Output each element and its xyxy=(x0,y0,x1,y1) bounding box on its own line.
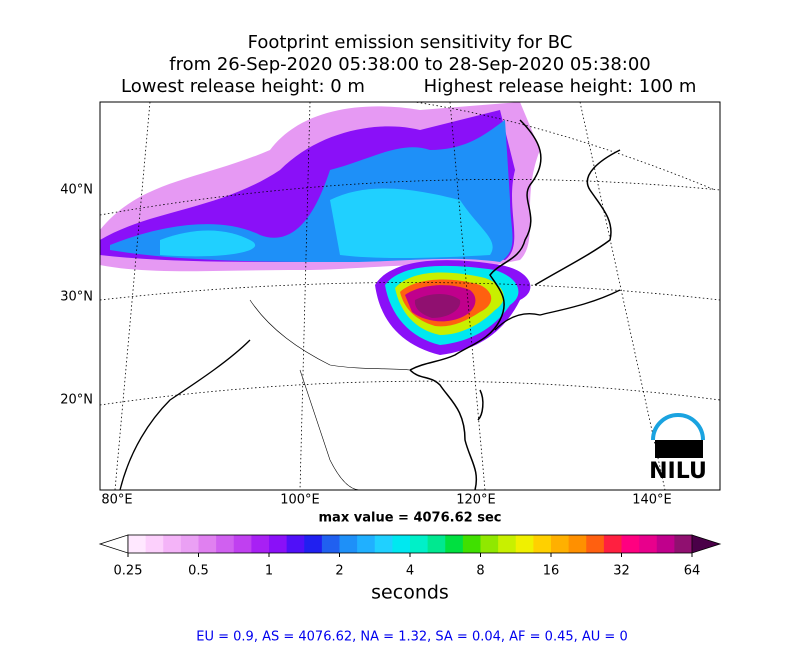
colorbar-segment xyxy=(251,535,270,553)
colorbar-segment xyxy=(216,535,235,553)
colorbar-tick-label: 64 xyxy=(684,564,701,579)
colorbar-segment xyxy=(674,535,693,553)
colorbar-segment xyxy=(586,535,605,553)
lat-label: 20°N xyxy=(60,393,93,408)
max-value: max value = 4076.62 sec xyxy=(319,511,502,526)
colorbar-segment xyxy=(128,535,147,553)
colorbar-segment xyxy=(445,535,464,553)
colorbar-segment xyxy=(656,535,675,553)
colorbar-segment xyxy=(163,535,182,553)
colorbar-segment xyxy=(339,535,358,553)
colorbar-segment xyxy=(357,535,376,553)
colorbar-segment xyxy=(427,535,446,553)
period: from 26-Sep-2020 05:38:00 to 28-Sep-2020… xyxy=(169,54,651,75)
lat-label: 30°N xyxy=(60,290,93,305)
colorbar-segment xyxy=(551,535,570,553)
colorbar-tick-label: 1 xyxy=(265,564,273,579)
colorbar-segment xyxy=(392,535,411,553)
colorbar-tick-label: 2 xyxy=(335,564,343,579)
lowest-height: Lowest release height: 0 m xyxy=(121,76,365,97)
colorbar: 0.25 0.5 1 2 4 8 16 32 64 xyxy=(98,534,722,579)
colorbar-tick-label: 8 xyxy=(476,564,484,579)
logo: NILU xyxy=(649,459,707,484)
colorbar-extend xyxy=(98,534,129,554)
colorbar-segment xyxy=(410,535,429,553)
title: Footprint emission sensitivity for BC xyxy=(248,32,573,53)
lat-label: 40°N xyxy=(60,183,93,198)
map: NILU xyxy=(100,102,720,490)
highest-height: Highest release height: 100 m xyxy=(424,76,697,97)
colorbar-segment xyxy=(621,535,640,553)
colorbar-segment xyxy=(603,535,622,553)
colorbar-segment xyxy=(269,535,288,553)
colorbar-segment xyxy=(498,535,517,553)
colorbar-extend xyxy=(691,534,722,554)
colorbar-segment xyxy=(533,535,552,553)
colorbar-segment xyxy=(180,535,199,553)
colorbar-segment xyxy=(515,535,534,553)
colorbar-tick-label: 32 xyxy=(613,564,630,579)
colorbar-segment xyxy=(286,535,305,553)
colorbar-tick-label: 0.5 xyxy=(188,564,209,579)
colorbar-segment xyxy=(462,535,481,553)
colorbar-segment xyxy=(233,535,252,553)
colorbar-segment xyxy=(374,535,393,553)
lon-label: 120°E xyxy=(456,493,496,508)
colorbar-segment xyxy=(145,535,164,553)
colorbar-segment xyxy=(639,535,658,553)
footer: EU = 0.9, AS = 4076.62, NA = 1.32, SA = … xyxy=(196,630,627,645)
lon-label: 80°E xyxy=(101,493,132,508)
colorbar-segment xyxy=(321,535,340,553)
colorbar-tick-label: 0.25 xyxy=(114,564,143,579)
colorbar-tick-label: 16 xyxy=(543,564,560,579)
lon-label: 140°E xyxy=(632,493,672,508)
colorbar-segment xyxy=(304,535,323,553)
lon-label: 100°E xyxy=(280,493,320,508)
colorbar-label: seconds xyxy=(371,582,449,604)
colorbar-segment xyxy=(480,535,499,553)
colorbar-segment xyxy=(568,535,587,553)
colorbar-tick-label: 4 xyxy=(406,564,414,579)
colorbar-segment xyxy=(198,535,217,553)
